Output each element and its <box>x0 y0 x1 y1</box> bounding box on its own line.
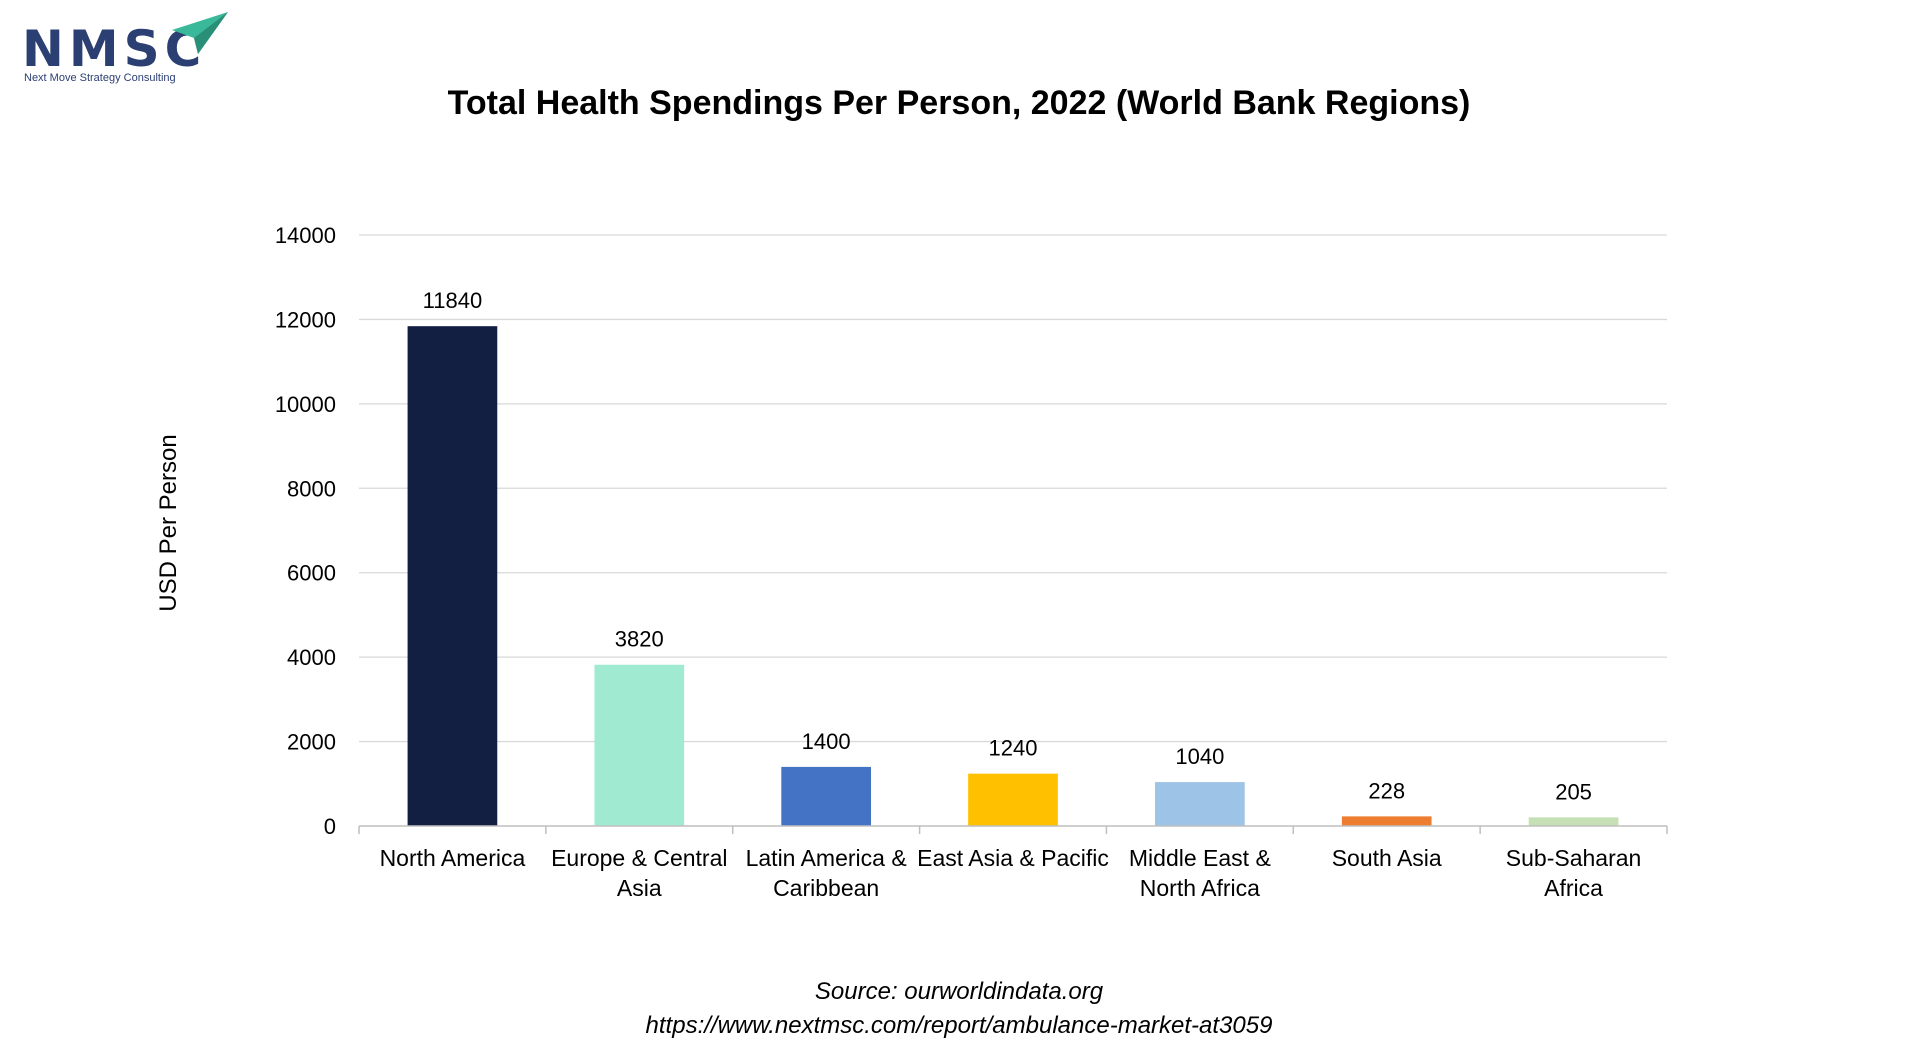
x-tick-label: Caribbean <box>773 875 879 901</box>
data-label: 3820 <box>615 627 664 652</box>
data-label: 1240 <box>989 736 1038 761</box>
bar <box>1341 816 1432 826</box>
axes: 0 2000 4000 6000 8000 10000 12000 14000 North Am… <box>275 223 1668 901</box>
x-tick-label: Latin America & <box>746 845 907 871</box>
bar <box>594 664 685 826</box>
nmsc-logo: NMSC Next Move Strategy Consulting <box>18 6 228 88</box>
x-tick-label: Middle East & <box>1129 845 1271 871</box>
y-tick-label: 4000 <box>287 645 336 670</box>
data-label: 1400 <box>802 729 851 754</box>
bar <box>1528 817 1619 826</box>
y-tick-label: 2000 <box>287 730 336 755</box>
data-labels: 11840 3820 1400 1240 1040 228 205 <box>423 288 1592 804</box>
data-label: 1040 <box>1175 744 1224 769</box>
bar <box>407 326 498 826</box>
gridlines <box>359 234 1667 743</box>
x-tick-label: North America <box>380 845 526 871</box>
x-tick-label: North Africa <box>1140 875 1260 901</box>
data-label: 228 <box>1368 778 1405 803</box>
paper-plane-icon <box>172 12 228 54</box>
logo-text: NMSC <box>22 20 207 78</box>
source-line: Source: ourworldindata.org <box>814 978 1104 1005</box>
y-tick-label: 14000 <box>275 223 336 248</box>
logo-tagline: Next Move Strategy Consulting <box>24 72 176 84</box>
y-tick-label: 0 <box>324 814 336 839</box>
bar <box>968 773 1058 826</box>
x-tick-label: Europe & Central <box>551 845 727 871</box>
chart-title: Total Health Spendings Per Person, 2022 … <box>447 84 1471 122</box>
source-note: Source: ourworldindata.org https://www.n… <box>0 975 1918 1043</box>
y-tick-label: 8000 <box>287 476 336 501</box>
x-tick-label: Sub-Saharan <box>1506 845 1642 871</box>
bar <box>781 766 871 826</box>
data-label: 11840 <box>423 288 483 313</box>
y-tick-label: 12000 <box>275 307 336 332</box>
x-tick-label: Asia <box>617 875 662 901</box>
x-tick-label: South Asia <box>1332 845 1442 871</box>
x-tick-label: Africa <box>1544 875 1603 901</box>
y-axis-label: USD Per Person <box>155 434 182 611</box>
x-tick-label: East Asia & Pacific <box>917 845 1109 871</box>
y-tick-label: 6000 <box>287 561 336 586</box>
bars <box>407 326 1619 826</box>
source-url: https://www.nextmsc.com/report/ambulance… <box>645 1012 1273 1039</box>
bar <box>1155 782 1245 826</box>
data-label: 205 <box>1555 779 1592 804</box>
y-tick-label: 10000 <box>275 392 336 417</box>
